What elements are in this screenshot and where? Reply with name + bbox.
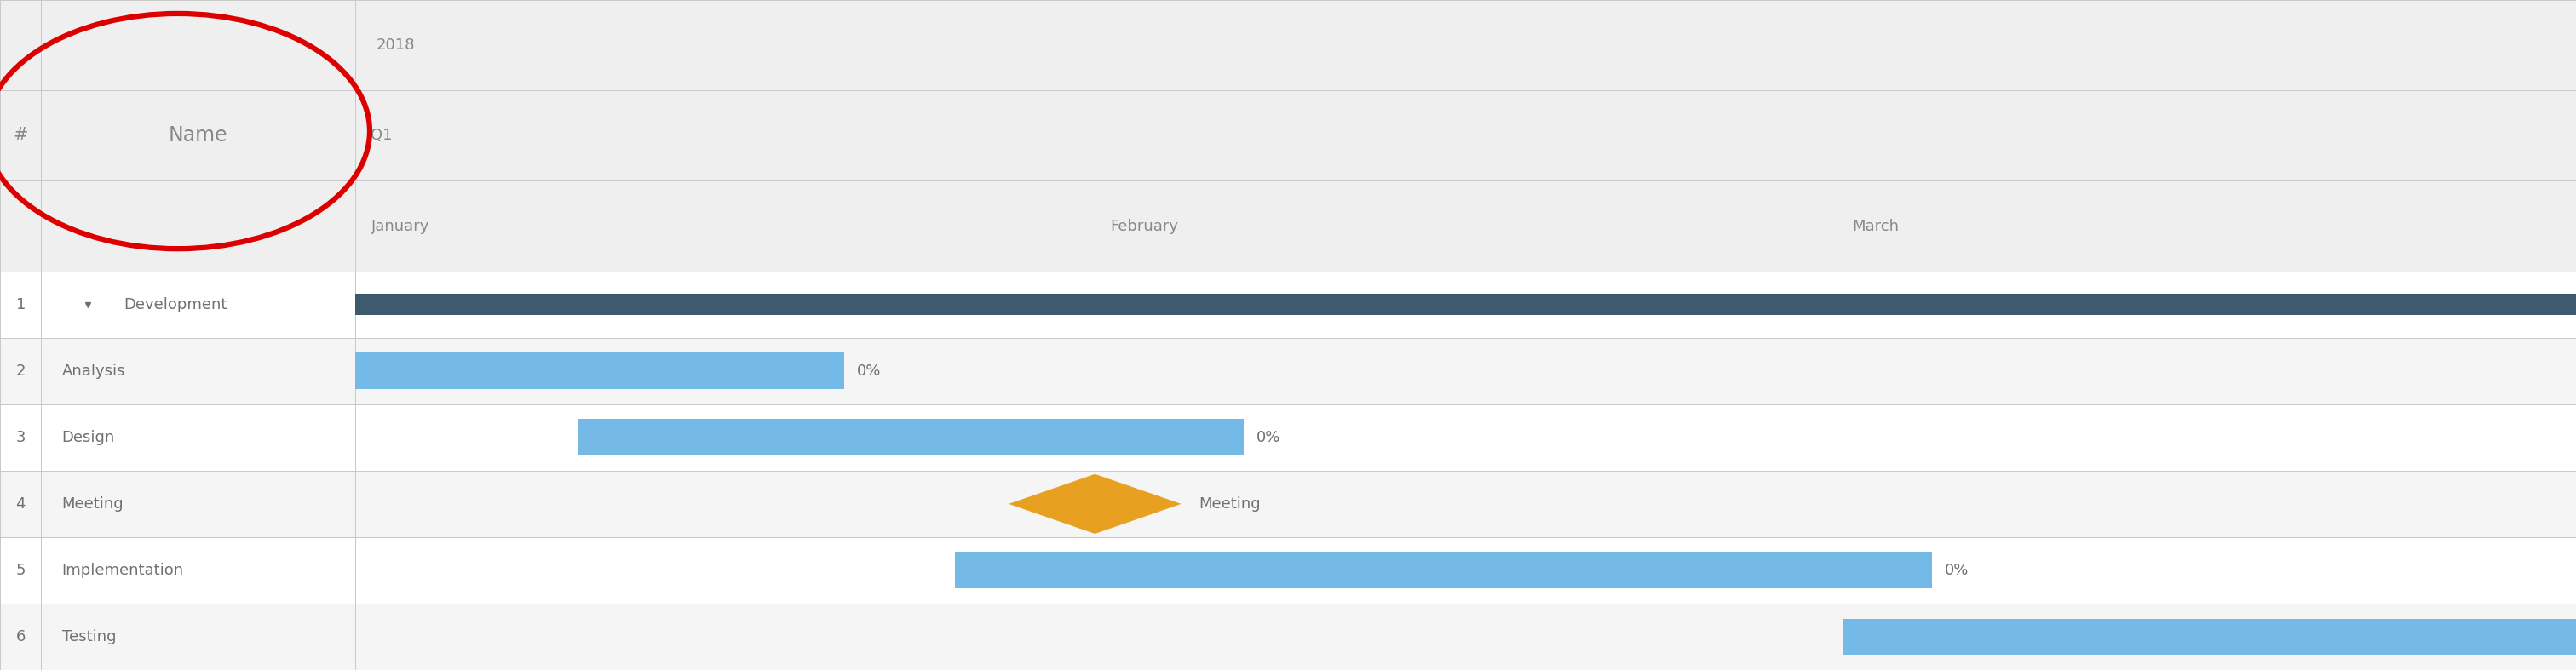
Text: Meeting: Meeting xyxy=(62,496,124,512)
Text: 6: 6 xyxy=(15,629,26,645)
FancyBboxPatch shape xyxy=(956,552,1932,589)
Text: Implementation: Implementation xyxy=(62,563,183,578)
FancyBboxPatch shape xyxy=(0,181,2576,271)
Text: 0%: 0% xyxy=(1257,429,1280,445)
FancyBboxPatch shape xyxy=(355,352,845,389)
Text: 3: 3 xyxy=(15,429,26,445)
FancyBboxPatch shape xyxy=(0,90,2576,181)
Text: Name: Name xyxy=(167,125,229,146)
Text: February: February xyxy=(1110,218,1180,234)
Polygon shape xyxy=(1010,474,1182,534)
FancyBboxPatch shape xyxy=(1844,618,2576,655)
Text: 4: 4 xyxy=(15,496,26,512)
FancyBboxPatch shape xyxy=(355,294,2576,315)
Text: Analysis: Analysis xyxy=(62,363,126,379)
Text: 0%: 0% xyxy=(1945,563,1968,578)
Text: #: # xyxy=(13,127,28,144)
FancyBboxPatch shape xyxy=(0,470,2576,537)
Text: January: January xyxy=(371,218,430,234)
Text: 2: 2 xyxy=(15,363,26,379)
FancyBboxPatch shape xyxy=(0,537,2576,604)
FancyBboxPatch shape xyxy=(577,419,1244,456)
Text: 0%: 0% xyxy=(858,363,881,379)
Text: Q1: Q1 xyxy=(371,128,392,143)
Text: Testing: Testing xyxy=(62,629,116,645)
FancyBboxPatch shape xyxy=(0,404,2576,470)
Text: Development: Development xyxy=(124,297,227,312)
FancyBboxPatch shape xyxy=(0,271,2576,338)
FancyBboxPatch shape xyxy=(0,338,2576,404)
Text: March: March xyxy=(1852,218,1899,234)
Text: Design: Design xyxy=(62,429,116,445)
Text: 2018: 2018 xyxy=(376,38,415,53)
FancyBboxPatch shape xyxy=(0,0,2576,90)
FancyBboxPatch shape xyxy=(0,604,2576,670)
Text: 5: 5 xyxy=(15,563,26,578)
Text: 1: 1 xyxy=(15,297,26,312)
Text: Meeting: Meeting xyxy=(1198,496,1260,512)
